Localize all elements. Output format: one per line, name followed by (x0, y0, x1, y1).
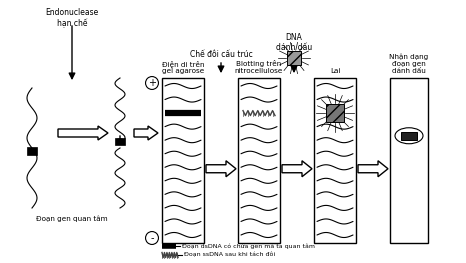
Bar (162, 78, 204, 243)
Polygon shape (282, 161, 312, 177)
Bar (115, 138, 125, 145)
Text: +: + (148, 78, 156, 88)
Text: Endonuclease
hạn chế: Endonuclease hạn chế (45, 8, 99, 28)
Bar (287, 51, 301, 65)
Bar (401, 132, 417, 140)
Text: -: - (150, 233, 154, 243)
Bar (238, 78, 280, 243)
Text: Đoạn ssDNA sau khi tách đôi: Đoạn ssDNA sau khi tách đôi (184, 252, 275, 258)
Polygon shape (134, 126, 158, 140)
Polygon shape (358, 161, 388, 177)
Polygon shape (58, 126, 108, 140)
Bar (314, 78, 356, 243)
Text: Blotting trên
nitrocellulose: Blotting trên nitrocellulose (235, 60, 283, 74)
Text: Nhận dạng
đoạn gen
dánh dấu: Nhận dạng đoạn gen dánh dấu (390, 53, 429, 74)
Polygon shape (206, 161, 236, 177)
Text: Đoạn dsDNA có chứa gen mà ta quan tâm: Đoạn dsDNA có chứa gen mà ta quan tâm (182, 243, 315, 249)
Text: Đoạn gen quan tâm: Đoạn gen quan tâm (36, 216, 108, 222)
Bar (326, 104, 344, 122)
Text: Lai: Lai (330, 68, 340, 74)
Bar (27, 147, 37, 155)
Text: DNA
dánh dấu: DNA dánh dấu (276, 33, 312, 52)
Text: Chế đôi cấu trúc: Chế đôi cấu trúc (190, 50, 253, 59)
Text: Điện di trên
gel agarose: Điện di trên gel agarose (162, 60, 204, 74)
Bar (390, 78, 428, 243)
